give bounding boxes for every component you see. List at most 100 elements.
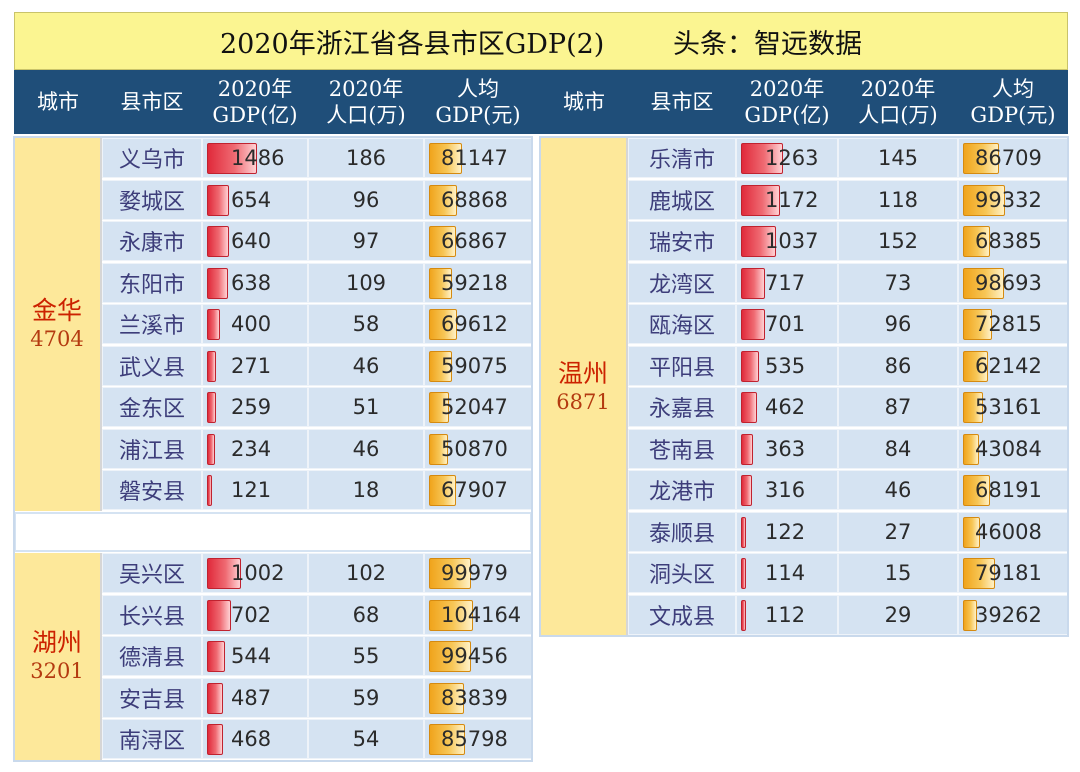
table-row: 浦江县 234 46 50870 [14, 428, 532, 471]
county-cell: 苍南县 [628, 428, 736, 469]
header-population-2: 2020年 人口(万) [838, 70, 958, 134]
gdp-cell: 535 [736, 345, 838, 386]
county-cell: 武义县 [102, 345, 202, 386]
per-capita-value: 39262 [975, 602, 1042, 627]
per-capita-cell: 52047 [424, 387, 532, 427]
gdp-value: 1172 [765, 187, 819, 212]
table-row: 安吉县 487 59 83839 [14, 677, 532, 720]
per-capita-cell: 83839 [424, 677, 532, 718]
header-population-1-line-1: 2020年 [328, 77, 404, 101]
header-county-2-line-1: 县市区 [650, 90, 714, 114]
gdp-cell: 654 [202, 179, 308, 220]
per-capita-cell: 67907 [424, 470, 532, 510]
county-cell: 平阳县 [628, 345, 736, 386]
gdp-value: 701 [765, 312, 806, 336]
table-row: 吴兴区 1002 102 99979 [14, 553, 532, 595]
gdp-cell: 1002 [202, 553, 308, 593]
gdp-bar [741, 184, 781, 216]
table-row: 瓯海区 701 96 72815 [540, 304, 1068, 346]
population-cell: 58 [308, 304, 424, 344]
table-row: 义乌市 1486 186 81147 [14, 138, 532, 180]
gdp-value: 121 [231, 478, 272, 502]
per-capita-value: 66867 [441, 229, 508, 253]
header-bar: 城市 县市区 2020年 GDP(亿) 2020年 人口(万) 人均 GDP(元) 城市 县市区 2… [14, 70, 1068, 134]
gdp-value: 316 [765, 478, 806, 502]
per-capita-value: 69612 [441, 312, 508, 336]
gdp-bar [207, 392, 216, 423]
county-cell: 瓯海区 [628, 304, 736, 344]
per-capita-bar [429, 433, 449, 465]
gdp-value: 638 [231, 270, 272, 295]
header-city-2-line-1: 城市 [563, 90, 605, 114]
header-gdp-1-line-1: 2020年 [217, 77, 293, 101]
gdp-cell: 487 [202, 677, 308, 718]
per-capita-value: 81147 [441, 146, 508, 170]
header-population-2-line-1: 2020年 [860, 77, 936, 101]
county-cell: 文成县 [628, 594, 736, 635]
county-cell: 永康市 [102, 221, 202, 261]
gdp-cell: 638 [202, 262, 308, 303]
county-cell: 婺城区 [102, 179, 202, 220]
table-row: 平阳县 535 86 62142 [540, 345, 1068, 388]
gdp-value: 400 [231, 312, 272, 336]
population-cell: 59 [308, 677, 424, 718]
gdp-bar [207, 267, 229, 299]
gdp-value: 112 [765, 602, 806, 627]
per-capita-bar [429, 599, 473, 631]
gdp-value: 1263 [765, 146, 819, 170]
per-capita-value: 83839 [441, 685, 508, 710]
gdp-bar [207, 143, 257, 174]
gdp-value: 363 [765, 436, 806, 461]
gdp-bar [741, 516, 746, 548]
per-capita-cell: 85798 [424, 719, 532, 759]
county-cell: 德清县 [102, 636, 202, 676]
county-cell: 安吉县 [102, 677, 202, 718]
gdp-bar [207, 558, 241, 589]
gdp-bar [207, 184, 229, 216]
gdp-bar [741, 226, 776, 257]
gdp-bar [741, 599, 746, 631]
per-capita-cell: 59075 [424, 345, 532, 386]
per-capita-value: 98693 [975, 270, 1042, 295]
header-county-1-line-1: 县市区 [120, 90, 184, 114]
per-capita-bar [429, 226, 456, 257]
table-title: 2020年浙江省各县市区GDP(2) [219, 28, 605, 60]
header-gdp-2-line-1: 2020年 [749, 77, 825, 101]
gdp-value: 535 [765, 353, 806, 378]
per-capita-value: 68191 [975, 478, 1042, 502]
gdp-cell: 122 [736, 511, 838, 552]
table-row: 乐清市 1263 145 86709 [540, 138, 1068, 180]
per-capita-bar [429, 682, 464, 714]
county-cell: 乐清市 [628, 138, 736, 178]
table-row: 德清县 544 55 99456 [14, 636, 532, 678]
table-row: 洞头区 114 15 79181 [540, 553, 1068, 595]
gdp-cell: 363 [736, 428, 838, 469]
header-gdp-1: 2020年 GDP(亿) [202, 70, 308, 134]
table-row: 永嘉县 462 87 53161 [540, 387, 1068, 429]
per-capita-cell: 98693 [958, 262, 1068, 303]
population-cell: 54 [308, 719, 424, 759]
gdp-cell: 701 [736, 304, 838, 344]
gdp-bar [741, 309, 765, 340]
county-cell: 兰溪市 [102, 304, 202, 344]
gdp-value: 462 [765, 395, 806, 419]
county-cell: 长兴县 [102, 594, 202, 635]
gdp-cell: 259 [202, 387, 308, 427]
gdp-bar [741, 558, 746, 589]
spacer-row [14, 511, 532, 552]
population-cell: 102 [308, 553, 424, 593]
gdp-cell: 717 [736, 262, 838, 303]
city-cell: 温州 6871 [540, 138, 628, 635]
gdp-bar [207, 682, 224, 714]
population-cell: 96 [838, 304, 958, 344]
per-capita-bar [429, 392, 449, 423]
header-per-capita-2-line-2: GDP(元) [970, 103, 1056, 127]
title-bar: 2020年浙江省各县市区GDP(2) 头条：智远数据 [14, 12, 1068, 70]
gdp-value: 114 [765, 561, 806, 585]
per-capita-value: 59218 [441, 270, 508, 295]
per-capita-value: 62142 [975, 353, 1042, 378]
gdp-cell: 544 [202, 636, 308, 676]
header-per-capita-1-line-2: GDP(元) [435, 103, 521, 127]
population-cell: 186 [308, 138, 424, 178]
gdp-value: 122 [765, 519, 806, 544]
